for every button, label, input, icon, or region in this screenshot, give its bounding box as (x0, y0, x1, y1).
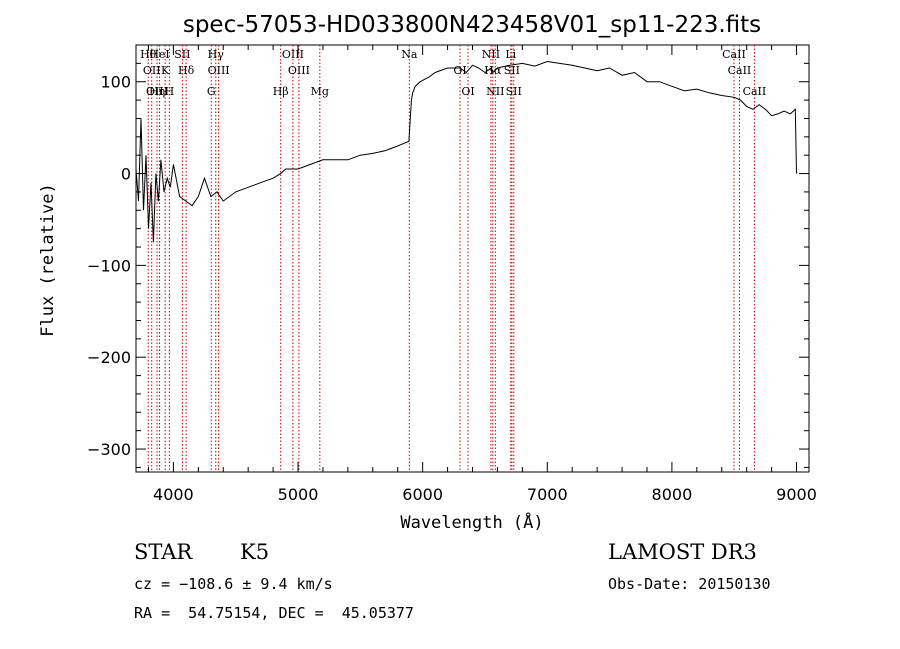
line-label: CaII (722, 48, 746, 61)
y-tick-label: −300 (87, 440, 131, 459)
y-axis-ticks: −300 −200 −100 0 100 (87, 44, 809, 468)
line-label: OII (143, 64, 161, 77)
line-label: SII (174, 48, 190, 61)
line-label: NII (486, 85, 504, 98)
x-tick-label: 9000 (776, 485, 817, 504)
line-label: Li (505, 48, 516, 61)
line-label: OIII (208, 64, 230, 77)
object-subclass: K5 (240, 540, 270, 564)
line-label: Hθ (140, 48, 157, 61)
x-tick-label: 7000 (527, 485, 568, 504)
line-label: CaII (743, 85, 767, 98)
observation-date: Obs-Date: 20150130 (608, 575, 771, 593)
line-label: G (207, 85, 216, 98)
line-label: HeI (149, 48, 169, 61)
spectrum-series-line (135, 60, 797, 243)
y-tick-label: 100 (100, 73, 131, 92)
y-tick-label: 0 (121, 165, 131, 184)
x-tick-label: 6000 (402, 485, 443, 504)
emission-line-labels: HθOIIOIIIHηHeIKHSIIHδGHγOIIIHβOIIIOIIIMg… (140, 48, 766, 98)
x-tick-label: 4000 (153, 485, 194, 504)
y-tick-label: −200 (87, 348, 131, 367)
ra-dec-coordinates: RA = 54.75154, DEC = 45.05377 (134, 604, 414, 622)
line-label: OIII (288, 64, 310, 77)
y-axis-label: Flux (relative) (38, 183, 58, 337)
line-label: Hα (484, 64, 502, 77)
object-class: STAR (134, 540, 193, 564)
line-label: NII (482, 48, 500, 61)
redshift-cz: cz = −108.6 ± 9.4 km/s (134, 575, 333, 593)
spectrum-chart: HθOIIOIIIHηHeIKHSIIHδGHγOIIIHβOIIIOIIIMg… (38, 12, 817, 533)
line-label: K (161, 64, 170, 77)
line-label: Hβ (273, 85, 289, 98)
line-label: Mg (311, 85, 329, 98)
line-label: Hδ (178, 64, 195, 77)
survey-name: LAMOST DR3 (608, 540, 757, 564)
line-label: OIII (282, 48, 304, 61)
line-label: OIII (146, 85, 168, 98)
line-label: OI (461, 85, 474, 98)
line-label: Na (401, 48, 418, 61)
line-label: Hγ (208, 48, 225, 61)
line-label: SII (506, 85, 522, 98)
line-label: CaII (728, 64, 752, 77)
emission-line-markers (147, 45, 755, 472)
x-tick-label: 8000 (652, 485, 693, 504)
chart-title: spec-57053-HD033800N423458V01_sp11-223.f… (183, 12, 761, 38)
line-label: SII (504, 64, 520, 77)
line-label: Hη (149, 85, 165, 98)
x-axis-ticks: 4000 5000 6000 7000 8000 9000 (147, 45, 817, 504)
plot-frame (135, 44, 810, 473)
x-tick-label: 5000 (278, 485, 319, 504)
line-label: OI (453, 64, 466, 77)
x-axis-label: Wavelength (Å) (400, 511, 543, 533)
y-tick-label: −100 (87, 256, 131, 275)
line-label: H (165, 85, 175, 98)
